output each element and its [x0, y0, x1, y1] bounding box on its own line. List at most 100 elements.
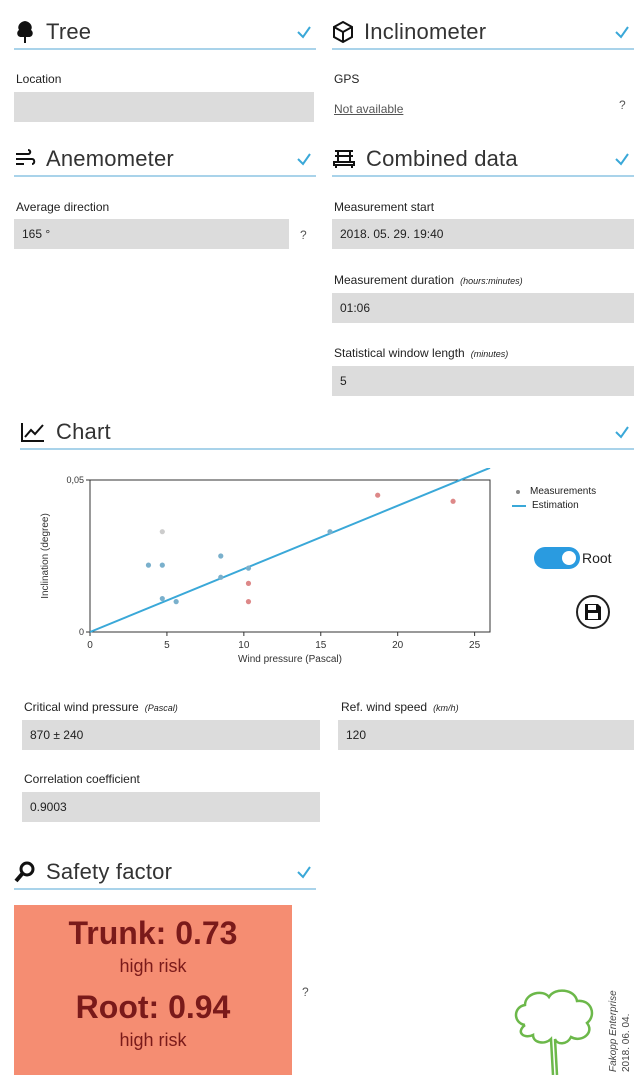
- legend-measurements-label: Measurements: [530, 486, 597, 497]
- inclination-chart: 0 5 10 15 20 25 0 0,05 Wind pressure (Pascal) Inc…: [40, 468, 491, 665]
- safety-factor-title: Safety factor: [46, 859, 173, 884]
- chevron-down-icon[interactable]: [296, 864, 312, 880]
- x-tick-label: 15: [315, 640, 327, 651]
- chart-section-header[interactable]: Chart: [20, 416, 634, 450]
- x-tick-label: 20: [392, 640, 404, 651]
- chart-title: Chart: [56, 419, 111, 444]
- x-tick-label: 25: [469, 640, 481, 651]
- y-tick-label: 0,05: [66, 475, 84, 485]
- trunk-risk-label: high risk: [119, 956, 187, 976]
- chevron-down-icon[interactable]: [614, 424, 630, 440]
- window-unit: (minutes): [470, 349, 509, 359]
- y-tick-label: 0: [79, 627, 84, 637]
- root-toggle-label: Root: [582, 550, 612, 566]
- measurement-start-label: Measurement start: [334, 200, 435, 214]
- x-tick-label: 10: [238, 640, 250, 651]
- safety-factor-box: Trunk: 0.73 high risk Root: 0.94 high ri…: [14, 905, 292, 1075]
- measurement-point: [245, 580, 252, 586]
- measurement-point: [218, 574, 224, 580]
- anemometer-title: Anemometer: [46, 146, 174, 171]
- measurement-point: [375, 492, 381, 498]
- measurement-point: [450, 498, 456, 504]
- footer-brand: Fakopp Enterprise: [608, 990, 619, 1072]
- measurement-point: [159, 562, 165, 568]
- average-direction-field[interactable]: 165 °: [14, 219, 289, 249]
- anemometer-section-header[interactable]: Anemometer: [14, 143, 316, 177]
- measurement-point: [245, 565, 252, 571]
- magnifier-icon: [14, 861, 35, 883]
- root-risk-label: high risk: [119, 1030, 187, 1050]
- correlation-label: Correlation coefficient: [24, 772, 140, 786]
- critical-wind-pressure-field[interactable]: 870 ± 240: [22, 720, 320, 750]
- save-chart-button[interactable]: [576, 595, 610, 629]
- safety-factor-section-header[interactable]: Safety factor: [14, 856, 316, 890]
- legend-measurements-marker: [516, 489, 520, 494]
- measurement-point: [159, 595, 165, 602]
- critical-wind-pressure-text: Critical wind pressure: [24, 700, 139, 714]
- footer-vertical-text: Fakopp Enterprise 2018. 06. 04.: [607, 990, 633, 1072]
- root-safety-value: Root: 0.94: [75, 989, 231, 1025]
- toggle-knob: [562, 551, 576, 565]
- ref-wind-speed-label: Ref. wind speed (km/h): [341, 700, 459, 714]
- measurement-point: [218, 553, 224, 559]
- ref-unit: (km/h): [433, 703, 459, 713]
- root-toggle[interactable]: Root: [534, 547, 612, 569]
- ref-wind-speed-text: Ref. wind speed: [341, 700, 428, 714]
- footer-date: 2018. 06. 04.: [621, 1013, 632, 1072]
- duration-unit: (hours:minutes): [460, 276, 523, 286]
- plot-frame: [89, 479, 491, 633]
- trunk-safety-value: Trunk: 0.73: [68, 915, 238, 951]
- location-label: Location: [16, 72, 62, 86]
- measurement-start-field[interactable]: 2018. 05. 29. 19:40: [332, 219, 634, 249]
- combined-data-icon: [333, 150, 355, 168]
- legend-measurements: Measurements: [512, 486, 596, 497]
- inclinometer-title: Inclinometer: [364, 19, 487, 44]
- wind-icon: [16, 149, 36, 165]
- critical-wind-pressure-label: Critical wind pressure (Pascal): [24, 700, 178, 714]
- chart-legend: Measurements Estimation: [512, 486, 596, 511]
- gps-value-link[interactable]: Not available: [334, 102, 404, 116]
- measurement-point: [159, 529, 165, 535]
- estimation-line: [89, 468, 491, 633]
- floppy-disk-icon: [585, 604, 601, 620]
- statistical-window-field[interactable]: 5: [332, 366, 634, 396]
- measurement-duration-field[interactable]: 01:06: [332, 293, 634, 323]
- measurement-duration-label: Measurement duration (hours:minutes): [334, 273, 523, 287]
- measurement-duration-text: Measurement duration: [334, 273, 455, 287]
- direction-help-icon[interactable]: ?: [300, 228, 307, 242]
- x-tick-label: 5: [164, 640, 170, 651]
- safety-help-icon[interactable]: ?: [302, 985, 309, 999]
- inclinometer-section-header[interactable]: Inclinometer: [332, 16, 634, 50]
- cube-icon: [333, 20, 353, 44]
- legend-estimation-label: Estimation: [532, 500, 579, 511]
- measurement-point: [145, 562, 152, 568]
- location-field[interactable]: [14, 92, 314, 122]
- chevron-down-icon[interactable]: [296, 24, 312, 40]
- ref-wind-speed-field[interactable]: 120: [338, 720, 634, 750]
- chevron-down-icon[interactable]: [296, 151, 312, 167]
- gps-label: GPS: [334, 72, 360, 86]
- root-toggle-switch[interactable]: [534, 547, 580, 569]
- correlation-field[interactable]: 0.9003: [22, 792, 320, 822]
- combined-data-section-header[interactable]: Combined data: [332, 143, 634, 177]
- average-direction-label: Average direction: [16, 200, 110, 214]
- tree-title: Tree: [46, 19, 92, 44]
- tree-section-header[interactable]: Tree: [14, 16, 316, 50]
- tree-logo-icon: [514, 989, 594, 1075]
- statistical-window-label: Statistical window length (minutes): [334, 346, 508, 360]
- y-axis-label: Inclination (degree): [40, 513, 51, 599]
- chevron-down-icon[interactable]: [614, 24, 630, 40]
- x-axis-label: Wind pressure (Pascal): [238, 654, 342, 665]
- measurement-point: [173, 599, 179, 605]
- tree-icon: [17, 21, 33, 43]
- legend-estimation-line: [512, 504, 526, 507]
- gps-help-icon[interactable]: ?: [619, 98, 626, 112]
- legend-estimation: Estimation: [512, 500, 596, 511]
- x-tick-label: 0: [87, 640, 93, 651]
- chevron-down-icon[interactable]: [614, 151, 630, 167]
- combined-data-title: Combined data: [366, 146, 518, 171]
- line-chart-icon: [21, 423, 44, 442]
- measurement-point: [245, 599, 252, 605]
- critical-unit: (Pascal): [144, 703, 178, 713]
- statistical-window-text: Statistical window length: [334, 346, 465, 360]
